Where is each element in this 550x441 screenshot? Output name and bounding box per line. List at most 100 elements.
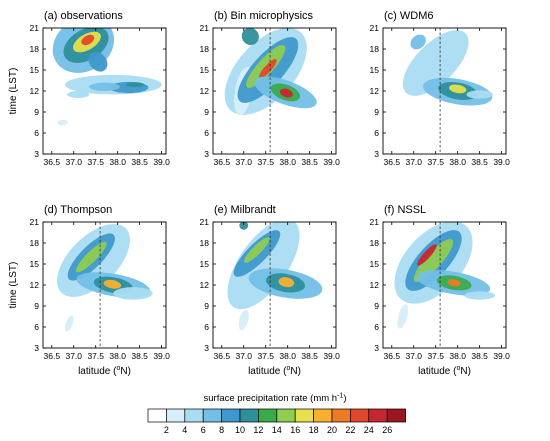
colorbar-swatch (313, 408, 333, 423)
y-tick-label: 6 (34, 128, 39, 138)
x-tick-label: 38.5 (301, 157, 318, 167)
x-tick-label: 39.0 (493, 157, 510, 167)
y-tick-label: 9 (34, 301, 39, 311)
x-tick-label: 37.0 (235, 157, 252, 167)
precip-contour (76, 241, 107, 273)
y-tick-label: 21 (30, 23, 40, 33)
precip-contour (278, 277, 295, 288)
x-axis-label-degree: o (116, 365, 120, 372)
x-tick-label: 37.5 (87, 157, 104, 167)
colorbar-title: surface precipitation rate (mm h-1) (204, 393, 347, 405)
colorbar-swatch (294, 408, 314, 423)
x-tick-label: 37.5 (257, 351, 274, 361)
precip-contour (238, 309, 249, 331)
colorbar-tick-label: 20 (327, 425, 337, 435)
precip-contour (81, 34, 95, 46)
panel-3: 36.5 37.0 37.5 38.0 38.5 39.0 3 6 9 12 15 18 21 (c) W… (370, 10, 511, 167)
colorbar-swatch (258, 408, 278, 423)
y-tick-label: 12 (30, 280, 40, 290)
colorbar-tick-label: 8 (219, 425, 224, 435)
panel-5: 36.5 37.0 37.5 38.0 38.5 39.0 3 6 9 12 15 18 21 (e) M… (200, 204, 341, 377)
colorbar-tick-label: 18 (309, 425, 319, 435)
colorbar-tick-label: 12 (253, 425, 263, 435)
precip-contour (402, 30, 469, 96)
x-tick-label: 38.0 (109, 157, 126, 167)
colorbar-tick-label: 2 (164, 425, 169, 435)
precip-contour (397, 304, 409, 329)
precip-contour (241, 28, 259, 46)
y-tick-label: 12 (200, 86, 210, 96)
panel-title: (a) observations (44, 10, 123, 22)
y-tick-label: 3 (374, 343, 379, 353)
y-tick-label: 15 (200, 65, 210, 75)
y-tick-label: 3 (204, 343, 209, 353)
x-axis-label: latitude (oN) (248, 365, 301, 377)
y-tick-label: 12 (370, 86, 380, 96)
precip-contour (244, 237, 270, 263)
precip-contour (280, 88, 293, 98)
precip-contour (410, 34, 426, 50)
y-tick-label: 12 (30, 86, 40, 96)
colorbar-swatch (221, 408, 241, 423)
x-tick-label: 36.5 (44, 157, 61, 167)
y-tick-label: 12 (370, 280, 380, 290)
panels-group: 36.5 37.0 37.5 38.0 38.5 39.0 3 6 9 12 15 18 21 (a) o… (8, 10, 511, 377)
precip-contour (464, 291, 496, 300)
colorbar-swatch (386, 408, 406, 423)
precip-field (227, 222, 323, 331)
y-tick-label: 18 (370, 44, 380, 54)
x-tick-label: 37.5 (257, 157, 274, 167)
x-tick-label: 39.0 (153, 351, 170, 361)
x-axis-label-degree: o (286, 365, 290, 372)
y-tick-label: 15 (370, 65, 380, 75)
panel-6: 36.5 37.0 37.5 38.0 38.5 39.0 3 6 9 12 15 18 21 (f) N… (370, 204, 511, 377)
precip-contour (89, 82, 120, 92)
precip-contour (447, 279, 461, 287)
x-tick-label: 37.5 (427, 157, 444, 167)
colorbar-swatch (368, 408, 388, 423)
x-tick-label: 36.5 (44, 351, 61, 361)
precip-contour (227, 222, 300, 310)
y-tick-label: 18 (370, 238, 380, 248)
x-tick-label: 38.5 (301, 351, 318, 361)
y-tick-label: 15 (30, 259, 40, 269)
x-tick-label: 37.0 (405, 351, 422, 361)
x-tick-label: 38.5 (131, 351, 148, 361)
precip-contour (417, 244, 437, 266)
panel-title: (e) Milbrandt (214, 204, 276, 216)
colorbar-tick-label: 6 (201, 425, 206, 435)
x-axis-label: latitude (oN) (78, 365, 131, 377)
x-tick-label: 36.5 (384, 351, 401, 361)
precip-contour (466, 90, 493, 99)
x-tick-label: 38.5 (131, 157, 148, 167)
y-tick-label: 9 (374, 107, 379, 117)
colorbar-tick-label: 4 (182, 425, 187, 435)
y-tick-label: 9 (374, 301, 379, 311)
precip-contour (126, 82, 145, 88)
colorbar-swatch (331, 408, 351, 423)
precip-contour (239, 222, 249, 230)
x-tick-label: 37.0 (405, 157, 422, 167)
precip-field (394, 222, 496, 329)
x-axis-label-suffix: N) (290, 366, 301, 377)
colorbar-swatch (239, 408, 259, 423)
precip-contour (64, 315, 74, 332)
y-tick-label: 15 (200, 259, 210, 269)
y-tick-label: 6 (374, 322, 379, 332)
precip-contour (88, 51, 108, 72)
y-axis-label: time (LST) (8, 68, 19, 115)
panel-title: (c) WDM6 (384, 10, 434, 22)
y-tick-label: 6 (374, 128, 379, 138)
colorbar-swatch (147, 408, 167, 423)
y-tick-label: 21 (200, 217, 210, 227)
precip-contour (113, 287, 153, 300)
x-axis-label-prefix: latitude ( (78, 366, 117, 377)
colorbar-swatch (166, 408, 186, 423)
x-tick-label: 36.5 (214, 157, 231, 167)
x-tick-label: 39.0 (323, 157, 340, 167)
colorbar-tick-label: 14 (272, 425, 282, 435)
precip-contour (57, 119, 69, 126)
colorbar: surface precipitation rate (mm h-1) 2 4 6 8 1… (147, 393, 406, 435)
colorbar-swatch (276, 408, 296, 423)
